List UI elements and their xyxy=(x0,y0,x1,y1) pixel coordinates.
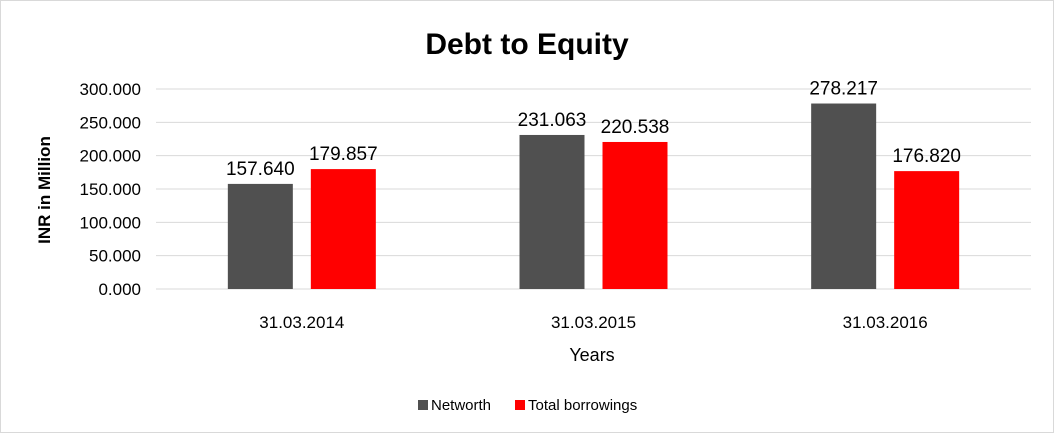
gridlines xyxy=(156,88,1031,290)
legend-swatch xyxy=(418,400,428,410)
data-label: 179.857 xyxy=(309,144,378,165)
data-label: 220.538 xyxy=(601,117,670,138)
x-tick-label: 31.03.2015 xyxy=(551,313,636,332)
data-label: 231.063 xyxy=(518,110,587,131)
bar-networth xyxy=(519,134,585,289)
bar-networth xyxy=(227,183,293,289)
chart-title: Debt to Equity xyxy=(425,28,629,61)
x-tick-labels: 31.03.2014 31.03.2015 31.03.2016 xyxy=(259,313,927,332)
data-label: 176.820 xyxy=(892,146,961,167)
y-tick-label: 50.000 xyxy=(89,247,141,266)
legend-swatch xyxy=(515,400,525,410)
y-axis-title: INR in Million xyxy=(35,136,54,244)
y-tick-label: 300.000 xyxy=(80,80,141,99)
x-axis-title: Years xyxy=(569,345,614,365)
y-tick-label: 100.000 xyxy=(80,213,141,232)
y-tick-label: 0.000 xyxy=(98,280,141,299)
bars xyxy=(227,103,960,289)
bar-total-borrowings xyxy=(894,171,960,289)
legend-label: Networth xyxy=(431,397,491,414)
legend-label: Total borrowings xyxy=(528,397,637,414)
y-tick-labels: 0.000 50.000 100.000 150.000 200.000 250.000 3… xyxy=(80,80,141,299)
x-tick-label: 31.03.2014 xyxy=(259,313,344,332)
bar-total-borrowings xyxy=(602,141,668,289)
y-tick-label: 150.000 xyxy=(80,180,141,199)
y-tick-label: 200.000 xyxy=(80,147,141,166)
legend: Networth Total borrowings xyxy=(418,397,637,414)
y-tick-label: 250.000 xyxy=(80,113,141,132)
bar-total-borrowings xyxy=(310,169,376,289)
bar-networth xyxy=(811,103,877,289)
data-label: 157.640 xyxy=(226,159,295,180)
data-labels: 157.640 179.857 231.063 220.538 278.217 176.8… xyxy=(226,79,961,180)
x-tick-label: 31.03.2016 xyxy=(843,313,928,332)
data-label: 278.217 xyxy=(809,79,878,100)
